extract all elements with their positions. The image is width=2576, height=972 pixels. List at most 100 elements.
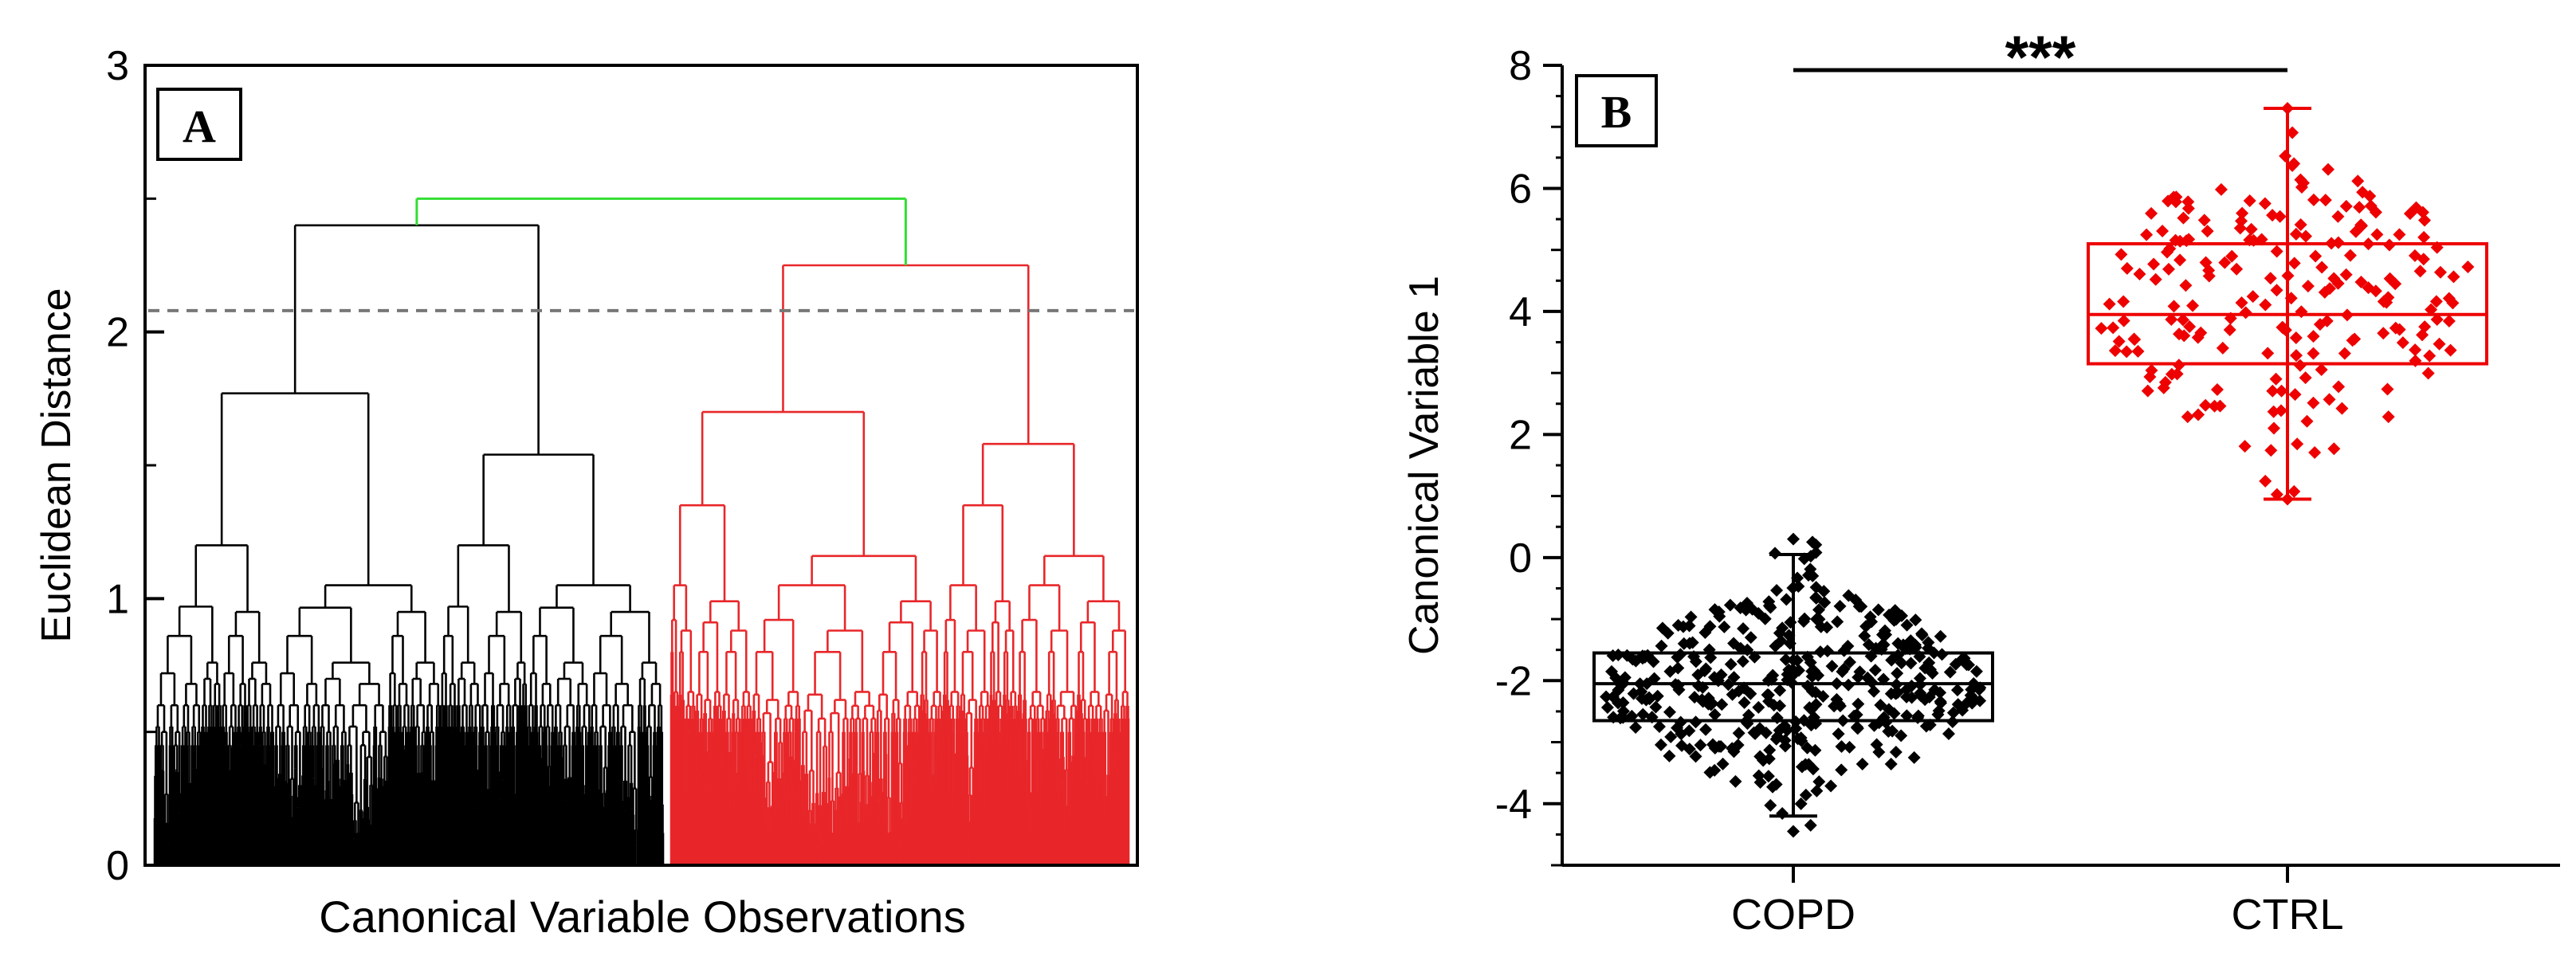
- data-point: [2381, 382, 2394, 396]
- data-point: [2202, 264, 2216, 277]
- boxplot-y-tick-label: 8: [1509, 43, 1532, 89]
- data-point: [2418, 320, 2432, 334]
- data-point: [1885, 653, 1899, 667]
- data-point: [1836, 665, 1849, 679]
- data-point: [2425, 303, 2438, 316]
- data-point: [2266, 384, 2280, 398]
- data-point: [1757, 754, 1770, 767]
- data-point: [1683, 743, 1696, 756]
- data-point: [2259, 298, 2272, 312]
- data-point: [2322, 163, 2335, 176]
- data-point: [1694, 739, 1707, 752]
- data-point: [1919, 719, 1933, 733]
- data-point: [1647, 672, 1661, 685]
- data-point: [2112, 335, 2126, 348]
- data-point: [1810, 784, 1824, 798]
- data-point: [2108, 344, 2122, 358]
- data-point: [1629, 720, 1643, 734]
- data-point: [2269, 372, 2283, 386]
- data-point: [2339, 199, 2353, 213]
- data-point: [2339, 268, 2353, 281]
- data-point: [2327, 272, 2341, 285]
- dendrogram-y-tick-label: 0: [106, 843, 129, 889]
- data-point: [1835, 740, 1848, 754]
- data-point: [2293, 359, 2307, 372]
- data-point: [1731, 739, 1745, 752]
- data-point: [2243, 194, 2256, 208]
- data-point: [2225, 249, 2239, 263]
- data-point: [1922, 656, 1936, 669]
- data-point: [2192, 408, 2205, 421]
- data-point: [1758, 612, 1772, 625]
- data-point: [2354, 275, 2368, 288]
- data-point: [1664, 730, 1678, 743]
- data-point: [1797, 714, 1811, 727]
- data-point: [1833, 599, 1847, 613]
- data-point: [2210, 383, 2224, 397]
- dendrogram-panel: 0 1 2 3 Euclidean Distance Canonical Variab…: [33, 43, 1139, 942]
- data-point: [2223, 323, 2236, 337]
- data-point: [1729, 774, 1742, 788]
- data-point: [1713, 609, 1726, 623]
- data-point: [1925, 665, 1938, 679]
- data-point: [1889, 745, 1903, 758]
- data-point: [2224, 312, 2237, 325]
- data-point: [2286, 126, 2299, 139]
- data-point: [1782, 629, 1796, 642]
- data-point: [1741, 643, 1754, 656]
- data-point: [1663, 749, 1676, 762]
- data-point: [2264, 444, 2278, 457]
- data-point: [1867, 719, 1881, 732]
- data-point: [1865, 676, 1879, 689]
- boxplot-y-ticks: [1543, 64, 1562, 867]
- data-point: [2103, 297, 2116, 311]
- data-point: [1616, 711, 1630, 724]
- data-point: [1867, 684, 1881, 698]
- data-point: [2301, 280, 2315, 293]
- data-point: [1794, 731, 1808, 745]
- data-point: [2233, 221, 2247, 235]
- data-point: [2117, 314, 2130, 327]
- data-point: [2230, 262, 2244, 276]
- data-point: [1786, 582, 1800, 595]
- data-point: [1736, 655, 1749, 668]
- data-point: [1844, 656, 1857, 669]
- data-point: [1909, 641, 1922, 654]
- data-point: [1655, 639, 1668, 653]
- data-point: [2177, 329, 2191, 343]
- data-point: [1742, 708, 1755, 722]
- data-point: [2335, 402, 2349, 415]
- data-point: [2351, 174, 2365, 188]
- data-point: [1689, 715, 1702, 729]
- data-point: [1787, 825, 1800, 838]
- data-point: [1895, 729, 1908, 743]
- data-point: [2247, 233, 2260, 247]
- data-point: [1875, 642, 1888, 656]
- data-point: [1797, 615, 1810, 629]
- data-point: [2216, 341, 2229, 355]
- data-point: [1862, 638, 1875, 652]
- data-point: [2140, 228, 2154, 241]
- data-point: [1748, 650, 1761, 664]
- data-point: [2370, 228, 2384, 241]
- data-point: [1879, 715, 1893, 729]
- data-point: [2275, 384, 2288, 398]
- dendrogram-y-tick-label: 3: [106, 43, 129, 89]
- boxplot-y-tick-label: 0: [1509, 535, 1532, 582]
- data-point: [1889, 613, 1903, 626]
- data-point: [1871, 603, 1885, 617]
- data-point: [2259, 474, 2272, 488]
- data-point: [2294, 218, 2307, 231]
- data-point: [1687, 650, 1701, 664]
- data-point: [1801, 679, 1815, 692]
- data-point: [2267, 421, 2280, 435]
- data-point: [2363, 190, 2377, 203]
- data-point: [1863, 610, 1877, 624]
- data-point: [2177, 211, 2190, 225]
- data-point: [1809, 591, 1823, 605]
- data-point: [2261, 347, 2275, 360]
- data-point: [2176, 313, 2189, 327]
- data-point: [2141, 384, 2154, 398]
- data-point: [2291, 437, 2304, 451]
- data-point: [1618, 671, 1632, 684]
